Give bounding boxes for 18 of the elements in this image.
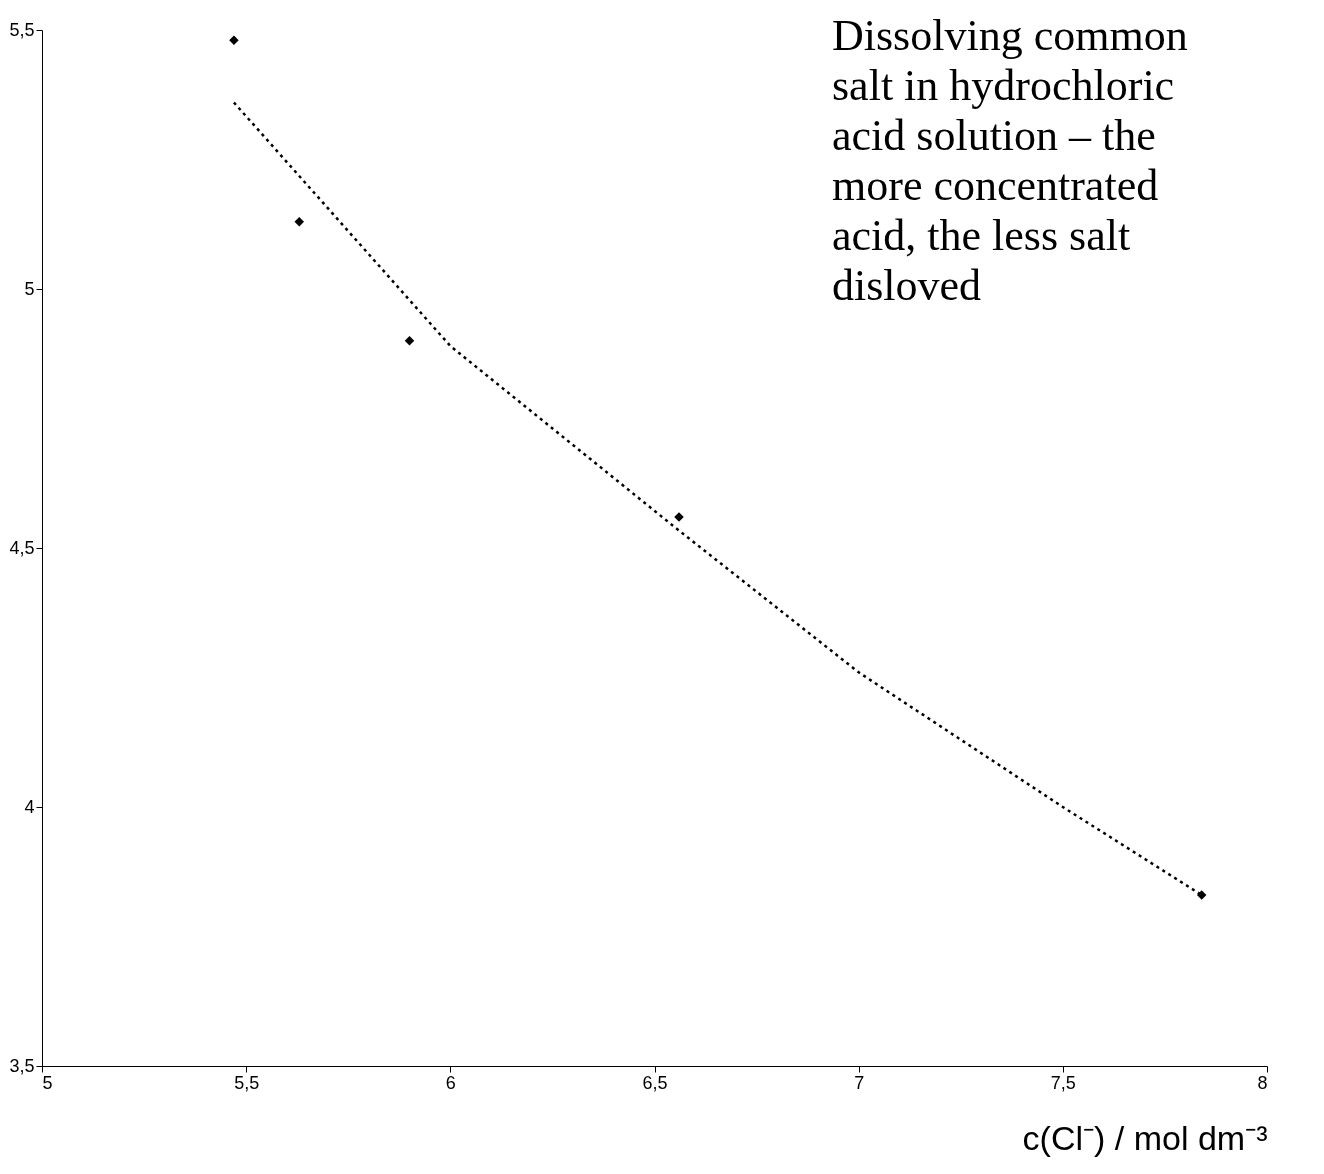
x-tick-label: 5 — [42, 1072, 53, 1093]
y-tick-label: 5,5 — [9, 19, 35, 40]
point — [1196, 890, 1207, 900]
x-tick-label: 5,5 — [234, 1072, 260, 1093]
point — [294, 216, 304, 227]
x-tick-label: 7,5 — [1050, 1072, 1076, 1093]
x-tick-label: 6 — [445, 1072, 456, 1093]
x-tick-label: 7 — [854, 1072, 865, 1093]
x-tick-label: 8 — [1257, 1072, 1268, 1093]
x-axis-title: c(Cl⁻) / mol dm⁻³ — [1022, 1118, 1268, 1157]
point — [229, 35, 239, 46]
y-tick-label: 3,5 — [9, 1055, 35, 1076]
y-tick-label: 4 — [24, 796, 35, 817]
y-tick-label: 4,5 — [9, 537, 35, 558]
x-tick-label: 6,5 — [642, 1072, 668, 1093]
annotation: Dissolving common salt in hydrochloric acid solution – the more concentrated acid, the less salt disloved — [832, 11, 1188, 310]
point — [404, 336, 415, 346]
y-tick-label: 5 — [24, 278, 35, 299]
